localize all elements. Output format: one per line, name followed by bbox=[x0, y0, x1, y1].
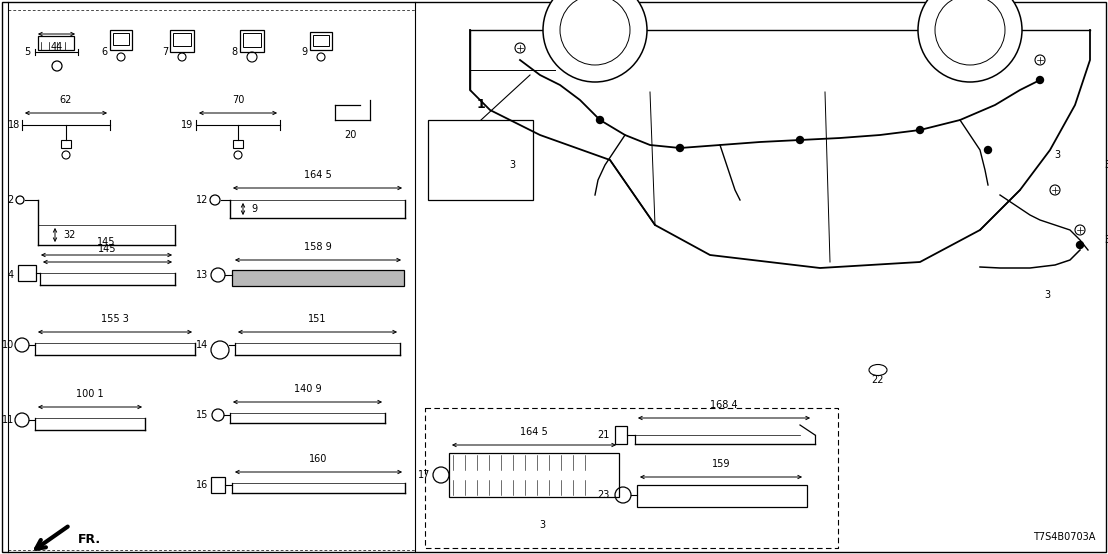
Text: 155 3: 155 3 bbox=[101, 314, 129, 324]
Text: 16: 16 bbox=[196, 480, 208, 490]
Text: 164 5: 164 5 bbox=[520, 427, 547, 437]
Bar bbox=[243, 33, 261, 47]
Text: 168 4: 168 4 bbox=[710, 400, 738, 410]
Text: 14: 14 bbox=[196, 340, 208, 350]
Bar bbox=[310, 32, 332, 50]
Bar bbox=[232, 270, 404, 286]
Bar bbox=[38, 36, 74, 50]
Bar bbox=[232, 270, 404, 286]
Text: 20: 20 bbox=[343, 130, 356, 140]
Text: 10: 10 bbox=[2, 340, 14, 350]
Text: 3: 3 bbox=[1054, 150, 1060, 160]
Text: 3: 3 bbox=[1104, 160, 1108, 170]
Text: 13: 13 bbox=[196, 270, 208, 280]
Text: 1: 1 bbox=[476, 99, 485, 111]
Bar bbox=[113, 33, 129, 45]
Circle shape bbox=[916, 126, 923, 134]
Text: 70: 70 bbox=[232, 95, 244, 105]
Bar bbox=[110, 30, 132, 50]
Text: 3: 3 bbox=[538, 520, 545, 530]
Text: 3: 3 bbox=[1044, 290, 1050, 300]
Text: T7S4B0703A: T7S4B0703A bbox=[1033, 532, 1095, 542]
Circle shape bbox=[515, 43, 525, 53]
Circle shape bbox=[596, 116, 604, 124]
Text: 159: 159 bbox=[711, 459, 730, 469]
Text: 3: 3 bbox=[1104, 235, 1108, 245]
Text: 145: 145 bbox=[99, 244, 116, 254]
Circle shape bbox=[919, 0, 1022, 82]
Text: 5: 5 bbox=[23, 47, 30, 57]
Circle shape bbox=[1036, 76, 1044, 84]
Text: 158 9: 158 9 bbox=[304, 242, 332, 252]
Text: 17: 17 bbox=[418, 470, 430, 480]
Text: 23: 23 bbox=[597, 490, 611, 500]
Circle shape bbox=[1075, 225, 1085, 235]
Text: 145: 145 bbox=[98, 237, 115, 247]
Text: 3: 3 bbox=[509, 160, 515, 170]
Text: 160: 160 bbox=[309, 454, 328, 464]
Bar bbox=[211, 477, 225, 493]
Circle shape bbox=[677, 145, 684, 151]
Bar bbox=[240, 30, 264, 52]
Text: 44: 44 bbox=[50, 42, 63, 52]
Bar bbox=[233, 140, 243, 148]
Text: 22: 22 bbox=[872, 375, 884, 385]
Text: 18: 18 bbox=[8, 120, 20, 130]
Text: 100 1: 100 1 bbox=[76, 389, 104, 399]
Text: FR.: FR. bbox=[78, 533, 101, 546]
Text: 151: 151 bbox=[308, 314, 327, 324]
Text: 11: 11 bbox=[2, 415, 14, 425]
Text: 4: 4 bbox=[8, 270, 14, 280]
Bar bbox=[173, 33, 191, 46]
Text: 7: 7 bbox=[162, 47, 168, 57]
Circle shape bbox=[797, 136, 803, 143]
Text: 15: 15 bbox=[196, 410, 208, 420]
Circle shape bbox=[543, 0, 647, 82]
Text: 8: 8 bbox=[232, 47, 238, 57]
Text: 9: 9 bbox=[252, 204, 257, 214]
Text: 2: 2 bbox=[8, 195, 14, 205]
Bar bbox=[61, 140, 71, 148]
Text: 164 5: 164 5 bbox=[304, 170, 331, 180]
Text: 9: 9 bbox=[301, 47, 308, 57]
Text: 6: 6 bbox=[102, 47, 107, 57]
Bar bbox=[312, 35, 329, 46]
Bar bbox=[170, 30, 194, 52]
Text: 12: 12 bbox=[196, 195, 208, 205]
Text: 19: 19 bbox=[181, 120, 193, 130]
Circle shape bbox=[985, 146, 992, 153]
Ellipse shape bbox=[869, 365, 888, 376]
Text: 140 9: 140 9 bbox=[294, 384, 321, 394]
Circle shape bbox=[1035, 55, 1045, 65]
Text: 62: 62 bbox=[60, 95, 72, 105]
Bar bbox=[18, 265, 35, 281]
Bar bbox=[615, 426, 627, 444]
Circle shape bbox=[1050, 185, 1060, 195]
Circle shape bbox=[1077, 242, 1084, 249]
Text: 21: 21 bbox=[597, 430, 611, 440]
Bar bbox=[428, 120, 533, 200]
Text: 32: 32 bbox=[63, 230, 75, 240]
Bar bbox=[637, 485, 807, 507]
Bar bbox=[449, 453, 619, 497]
